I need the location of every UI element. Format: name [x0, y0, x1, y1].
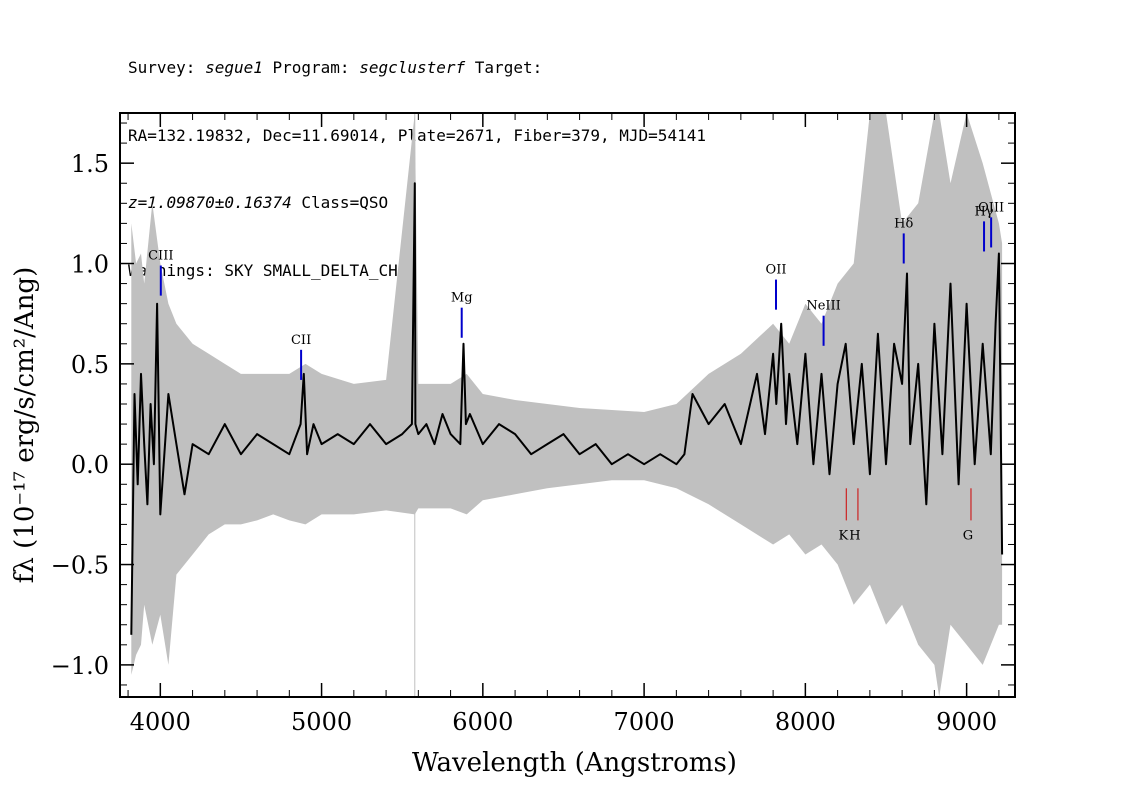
emission-label: Hδ [894, 216, 913, 231]
emission-label: Hγ [974, 204, 993, 219]
y-tick-label: 0.0 [71, 451, 109, 479]
program-value: segclusterf [359, 58, 466, 77]
y-tick-label: 0.5 [71, 351, 109, 379]
emission-label: OIII [978, 200, 1004, 215]
target-label: Target: [465, 58, 543, 77]
y-tick-label: −0.5 [51, 552, 109, 580]
emission-label: Mg [451, 291, 473, 306]
absorption-label: H [849, 528, 860, 543]
emission-label: NeIII [806, 299, 840, 314]
absorption-label: G [963, 528, 973, 543]
y-tick-label: −1.0 [51, 652, 109, 680]
emission-label: CII [291, 333, 311, 348]
emission-label: OII [766, 263, 787, 278]
program-label: Program: [262, 58, 360, 77]
y-tick-label: 1.0 [71, 251, 109, 279]
plot-frame [119, 112, 1016, 698]
class-value: Class=QSO [291, 193, 389, 212]
x-tick-label: 6000 [452, 708, 513, 736]
x-axis-title: Wavelength (Angstroms) [412, 748, 737, 778]
flux-line [130, 182, 1004, 635]
plot-area [130, 113, 1004, 697]
redshift-value: z=1.09870±0.16374 [128, 193, 292, 212]
survey-value: segue1 [205, 58, 263, 77]
y-tick-label: 1.5 [71, 150, 109, 178]
header-line-coordinates: RA=132.19832, Dec=11.69014, Plate=2671, … [128, 125, 706, 145]
x-tick-label: 8000 [775, 708, 836, 736]
header-line-redshift: z=1.09870±0.16374 Class=QSO [128, 192, 706, 215]
spectrum-header: Survey: segue1 Program: segclusterf Targ… [128, 12, 706, 305]
x-tick-label: 7000 [614, 708, 675, 736]
error-band [131, 113, 1003, 697]
x-tick-label: 5000 [291, 708, 352, 736]
x-tick-label: 4000 [130, 708, 191, 736]
absorption-label: K [838, 528, 848, 543]
emission-label: CIII [148, 249, 173, 264]
x-tick-label: 9000 [936, 708, 997, 736]
survey-label: Survey: [128, 58, 206, 77]
header-line-survey: Survey: segue1 Program: segclusterf Targ… [128, 57, 706, 80]
y-axis-title: fλ (10⁻¹⁷ erg/s/cm²/Ang) [10, 267, 40, 583]
